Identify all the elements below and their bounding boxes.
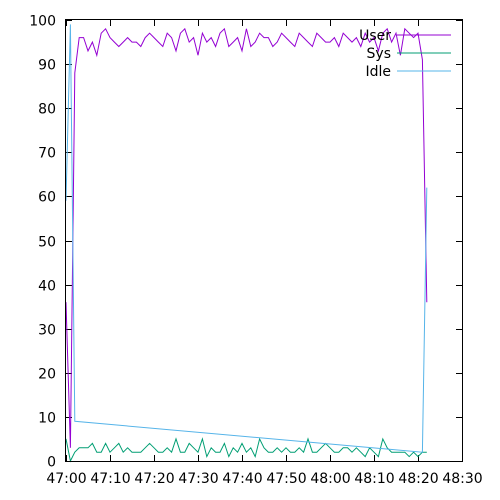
x-tick-label: 48:10 [354,471,394,487]
y-axis: 0 10 20 30 40 50 60 70 80 90 100 [29,14,462,471]
x-tick-label: 47:50 [266,471,306,487]
x-tick-label: 47:30 [178,471,218,487]
plot-frame [65,19,463,462]
x-tick-label: 48:00 [310,471,350,487]
y-tick-label: 70 [38,146,56,162]
series-line-idle [65,24,428,453]
y-tick-label: 40 [38,279,56,295]
x-tick-label: 47:10 [90,471,130,487]
y-tick-label: 80 [38,102,56,118]
y-tick-label: 20 [38,367,56,383]
y-tick-label: 50 [38,235,56,251]
legend-label-user: User [359,28,391,44]
y-tick-label: 30 [38,323,56,339]
y-tick-label: 60 [38,190,56,206]
legend: User Sys Idle [359,28,451,80]
legend-label-idle: Idle [365,64,391,80]
legend-label-sys: Sys [367,46,391,62]
x-tick-label: 47:00 [46,471,86,487]
x-axis: 47:00 47:10 47:20 47:30 47:40 47:50 48:00 48:10… [46,20,483,487]
series-line-sys [65,437,427,463]
x-tick-label: 47:20 [134,471,174,487]
x-tick-label: 48:20 [398,471,438,487]
x-tick-label: 48:30 [442,471,482,487]
x-tick-label: 47:40 [222,471,262,487]
series-line-user [65,27,428,448]
y-tick-label: 90 [38,58,56,74]
y-tick-label: 100 [29,14,56,30]
series-layer [65,24,428,463]
y-tick-label: 10 [38,411,56,427]
y-tick-label: 0 [47,455,56,471]
